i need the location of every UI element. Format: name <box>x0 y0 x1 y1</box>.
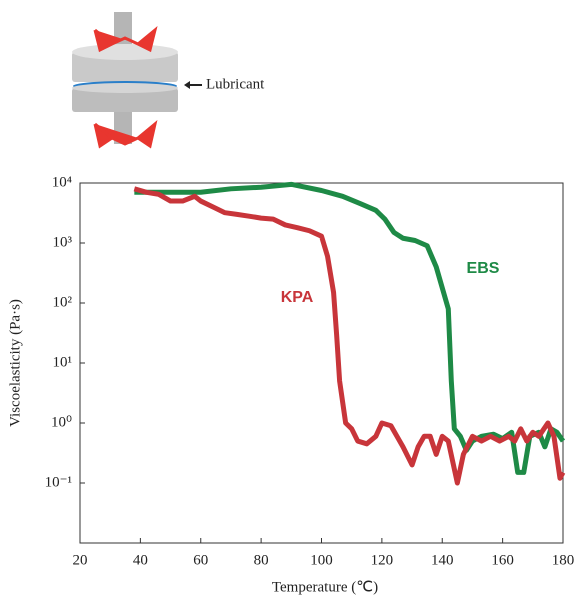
x-tick-label: 160 <box>491 552 514 568</box>
lubricant-label: Lubricant <box>206 76 265 92</box>
x-tick-label: 120 <box>371 552 394 568</box>
series-label: EBS <box>467 260 500 277</box>
y-tick-label: 10² <box>53 294 73 310</box>
x-tick-label: 60 <box>193 552 208 568</box>
x-tick-label: 40 <box>133 552 148 568</box>
x-tick-label: 100 <box>310 552 333 568</box>
series-label: KPA <box>281 289 314 306</box>
x-tick-label: 20 <box>73 552 88 568</box>
y-tick-label: 10⁴ <box>52 174 72 190</box>
x-tick-label: 80 <box>254 552 269 568</box>
y-axis-label: Viscoelasticity (Pa·s) <box>7 299 23 427</box>
diagram: Lubricant <box>72 12 265 149</box>
y-tick-label: 10¹ <box>53 354 73 370</box>
series-line <box>134 181 566 475</box>
x-tick-label: 180 <box>552 552 575 568</box>
y-tick-label: 10⁰ <box>51 414 72 430</box>
x-tick-label: 140 <box>431 552 454 568</box>
y-tick-label: 10⁻¹ <box>45 474 72 490</box>
x-axis-label: Temperature (℃) <box>272 579 378 595</box>
series-line <box>133 186 566 486</box>
y-tick-label: 10³ <box>53 234 73 250</box>
